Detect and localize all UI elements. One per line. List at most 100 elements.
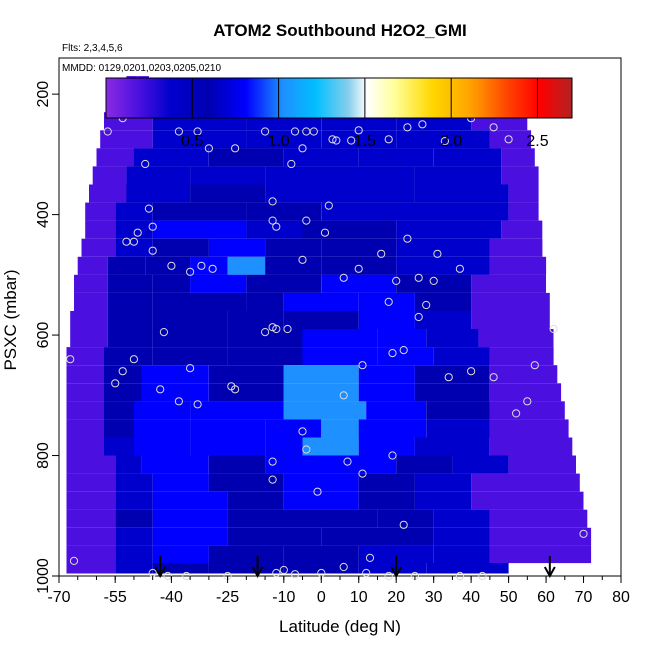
heatmap-cell bbox=[489, 256, 547, 275]
x-tick-label: -10 bbox=[272, 589, 295, 606]
heatmap-cell bbox=[104, 365, 142, 384]
heatmap-cell bbox=[66, 473, 116, 492]
heatmap-cell bbox=[107, 292, 153, 311]
observation-marker bbox=[208, 264, 217, 273]
heatmap-cell bbox=[66, 455, 116, 474]
observation-marker bbox=[467, 367, 476, 376]
observation-marker bbox=[186, 364, 195, 373]
observation-marker bbox=[197, 261, 206, 270]
observation-marker bbox=[298, 255, 307, 264]
observation-marker bbox=[489, 123, 498, 132]
heatmap-cell bbox=[501, 148, 535, 167]
heatmap-cell bbox=[358, 148, 434, 167]
observation-marker bbox=[512, 409, 521, 418]
heatmap-cell bbox=[152, 563, 209, 574]
y-tick-label: 600 bbox=[35, 322, 52, 349]
heatmap-cell bbox=[471, 274, 546, 293]
observation-marker bbox=[287, 159, 296, 169]
heatmap-cell bbox=[414, 184, 509, 203]
heatmap-cell bbox=[265, 419, 322, 438]
observation-marker bbox=[549, 324, 558, 334]
heatmap-cell bbox=[489, 509, 588, 528]
observation-marker bbox=[268, 216, 277, 225]
heatmap-cell bbox=[340, 401, 367, 420]
heatmap-cell bbox=[133, 401, 191, 420]
heatmap-cell bbox=[115, 491, 153, 510]
observation-marker bbox=[148, 246, 157, 255]
heatmap-cell bbox=[302, 509, 378, 528]
heatmap-cell bbox=[104, 419, 134, 438]
y-axis: 200 400 600 800 1000 bbox=[35, 81, 59, 594]
heatmap-cell bbox=[227, 347, 303, 366]
observation-marker bbox=[231, 385, 240, 394]
heatmap-cell bbox=[433, 545, 490, 564]
observation-marker bbox=[530, 361, 539, 370]
observation-marker bbox=[268, 323, 277, 332]
observation-marker bbox=[414, 273, 423, 282]
heatmap-cell bbox=[66, 383, 104, 402]
heatmap-cell bbox=[358, 311, 415, 330]
heatmap-cell bbox=[96, 148, 134, 167]
heatmap-cell bbox=[414, 437, 490, 456]
heatmap-cell bbox=[265, 184, 340, 203]
heatmap-cell bbox=[190, 401, 284, 420]
heatmap-cell bbox=[190, 184, 265, 203]
heatmap-cell bbox=[152, 238, 209, 257]
x-tick-label: 20 bbox=[387, 589, 405, 606]
x-tick-label: -25 bbox=[216, 589, 239, 606]
heatmap-cell bbox=[340, 184, 415, 203]
heatmap-cell bbox=[358, 437, 415, 456]
heatmap-cell bbox=[152, 274, 191, 293]
y-tick-label: 400 bbox=[35, 201, 52, 228]
heatmap-cell bbox=[66, 491, 116, 510]
observation-marker bbox=[118, 367, 127, 376]
heatmap-cell bbox=[208, 365, 284, 384]
heatmap-cell bbox=[66, 545, 116, 564]
observation-marker bbox=[174, 397, 183, 406]
heatmap-cell bbox=[104, 383, 142, 402]
heatmap-cell bbox=[414, 473, 472, 492]
x-tick-label: 30 bbox=[425, 589, 443, 606]
heatmap-cell bbox=[489, 545, 592, 564]
y-axis-label: PSXC (mbar) bbox=[1, 269, 20, 370]
observation-marker bbox=[403, 234, 412, 243]
x-tick-label: 60 bbox=[537, 589, 555, 606]
heatmap-cell bbox=[246, 274, 322, 293]
heatmap-cell bbox=[433, 509, 490, 528]
observation-marker bbox=[339, 273, 348, 282]
heatmap-cell bbox=[358, 365, 415, 384]
heatmap-cell bbox=[302, 329, 378, 348]
heatmap-cell bbox=[227, 527, 322, 546]
heatmap-cell bbox=[433, 148, 502, 167]
heatmap-cell bbox=[321, 527, 378, 546]
observation-marker bbox=[324, 201, 333, 210]
heatmap-cell bbox=[208, 545, 284, 564]
heatmap-cell bbox=[152, 527, 228, 546]
observation-marker bbox=[440, 137, 449, 146]
heatmap-cell bbox=[283, 365, 359, 384]
observation-marker bbox=[362, 568, 371, 578]
heatmap-cell bbox=[414, 292, 472, 311]
observation-marker bbox=[339, 391, 348, 400]
heatmap-cell bbox=[66, 401, 104, 420]
observation-marker bbox=[433, 249, 442, 258]
heatmap-cell bbox=[478, 329, 554, 348]
dates-label: MMDD: 0129,0201,0203,0205,0210 bbox=[62, 63, 221, 74]
heatmap-cell bbox=[396, 220, 502, 239]
heatmap-cell bbox=[302, 347, 378, 366]
heatmap-cell bbox=[66, 527, 116, 546]
heatmap-cell bbox=[414, 383, 490, 402]
heatmap-cell bbox=[152, 202, 247, 221]
observation-marker bbox=[290, 127, 300, 136]
observation-marker bbox=[365, 553, 375, 563]
x-tick-label: 70 bbox=[575, 589, 593, 606]
heatmap-cell bbox=[471, 311, 550, 330]
heatmap-cell bbox=[471, 491, 584, 510]
heatmap-cell bbox=[89, 184, 127, 203]
observation-marker bbox=[489, 373, 498, 382]
arrow-head bbox=[154, 566, 167, 579]
heatmap-cell bbox=[104, 347, 153, 366]
observation-marker bbox=[193, 127, 202, 136]
heatmap-cell bbox=[302, 220, 397, 239]
